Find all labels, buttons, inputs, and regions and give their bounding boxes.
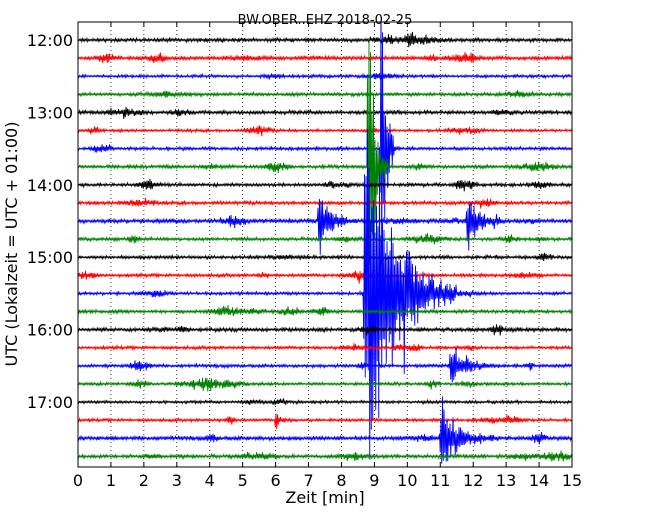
x-tick-label: 0 [73,471,83,490]
x-tick-label: 8 [336,471,346,490]
seismic-trace [78,252,572,262]
seismic-trace [78,268,572,284]
seismic-trace [78,125,572,137]
seismic-trace [78,22,572,267]
x-axis: 0 1 2 3 4 5 6 7 8 9 10 11 12 13 14 15 [73,22,582,490]
y-axis: 12:00 13:00 14:00 15:00 16:00 17:00 [27,31,572,412]
x-tick-label: 1 [106,471,116,490]
y-tick-label: 16:00 [27,321,73,340]
chart-title: BW.OBER..EHZ 2018-02-25 [238,13,413,28]
seismic-trace [78,31,572,48]
seismic-trace [78,233,572,245]
y-tick-label: 17:00 [27,393,73,412]
grid-lines [110,22,540,467]
seismic-trace [78,450,572,462]
x-tick-label: 12 [463,471,483,490]
seismic-trace [78,106,572,119]
seismic-trace [78,324,572,336]
y-tick-label: 14:00 [27,176,73,195]
x-tick-label: 5 [238,471,248,490]
seismic-trace [78,129,572,460]
x-tick-label: 15 [562,471,582,490]
x-axis-label: Zeit [min] [285,488,364,507]
trace-group [78,22,572,464]
x-tick-label: 7 [303,471,313,490]
seismic-trace [78,39,572,276]
seismic-trace [78,343,572,352]
seismic-trace [78,396,572,464]
x-tick-label: 11 [430,471,450,490]
x-tick-label: 13 [496,471,516,490]
y-tick-label: 15:00 [27,248,73,267]
x-tick-label: 2 [139,471,149,490]
seismic-trace [78,413,572,430]
x-tick-label: 9 [369,471,379,490]
y-tick-label: 12:00 [27,31,73,50]
seismic-trace [78,51,572,64]
seismic-trace [78,198,572,255]
seismic-trace [78,305,572,317]
x-tick-label: 10 [397,471,417,490]
seismic-trace [78,90,572,99]
seismic-trace [78,178,572,192]
seismic-trace [78,347,572,383]
x-tick-label: 14 [529,471,549,490]
y-axis-label: UTC (Lokalzeit = UTC + 01:00) [2,122,21,367]
seismic-trace [78,72,572,80]
seismic-trace [78,398,572,406]
seismic-trace [78,198,572,209]
x-tick-label: 4 [205,471,215,490]
seismic-trace [78,377,572,392]
plot-frame [77,21,573,468]
x-tick-label: 6 [271,471,281,490]
y-tick-label: 13:00 [27,103,73,122]
x-tick-label: 3 [172,471,182,490]
